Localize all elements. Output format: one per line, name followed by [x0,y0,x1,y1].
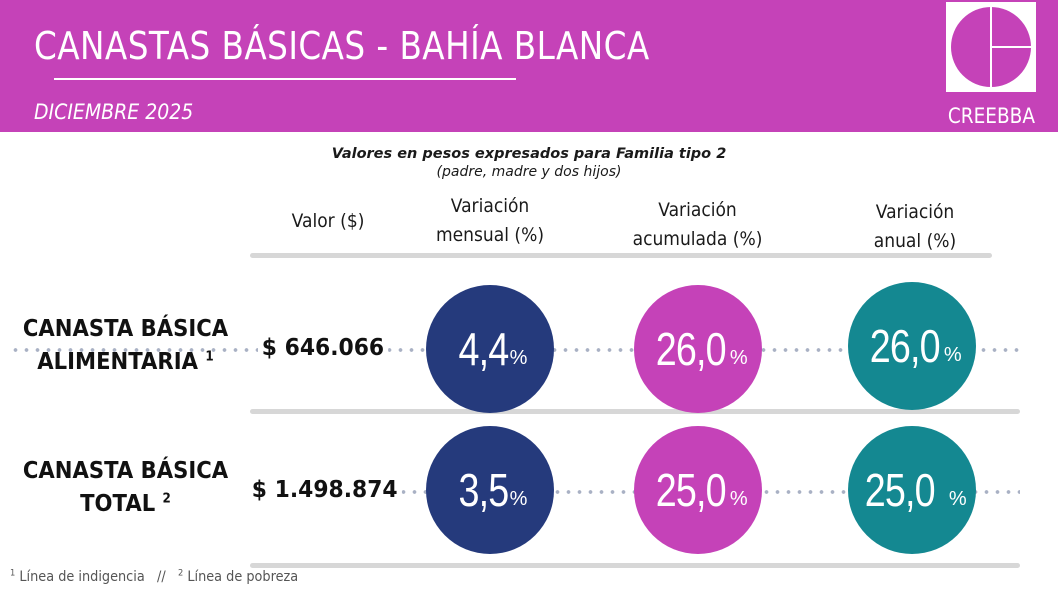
column-header-value: Valor ($) [274,207,382,236]
column-header-value-text: Valor ($) [291,210,365,232]
column-header-annual: Variación anual (%) [839,198,992,256]
value-alimentaria: $ 646.066 [258,335,388,361]
percent-sign: % [729,487,748,510]
footnote-mark-2: 2 [177,568,184,579]
row-label-total-line2-wrap: TOTAL 2 [17,488,233,521]
row-label-alimentaria: CANASTA BÁSICA ALIMENTARIA 1 [17,313,233,379]
row-label-alimentaria-line2-wrap: ALIMENTARIA 1 [17,346,233,379]
cumulative-value: 25,0 [656,464,727,516]
annual-value: 26,0 [870,320,941,372]
bottom-divider [250,563,1020,568]
percent-sign: % [509,346,528,369]
badge-cumulative-alimentaria: 26,0% [634,285,762,413]
column-header-cumulative-line2: acumulada (%) [632,228,763,250]
column-header-monthly-line1: Variación [450,195,530,217]
monthly-value: 4,4 [458,323,509,375]
annual-value: 25,0 [865,464,936,516]
percent-sign: % [948,487,967,510]
period-label: DICIEMBRE 2025 [34,100,194,124]
footnote-mark: 2 [162,491,171,507]
family-note: Valores en pesos expresados para Familia… [331,146,727,162]
title-underline [54,78,516,80]
percent-sign: % [729,346,748,369]
value-total: $ 1.498.874 [248,477,402,503]
percent-sign: % [509,487,528,510]
footnote-text-1: Línea de indigencia [19,569,145,585]
row-divider [250,409,1020,414]
header-divider [250,253,992,258]
logo-text: CREEBBA [947,104,1035,128]
footnotes: 1 Línea de indigencia // 2 Línea de pobr… [10,569,298,585]
family-note-detail: (padre, madre y dos hijos) [436,164,622,180]
badge-annual-total: 25,0% [848,426,976,554]
badge-annual-alimentaria: 26,0% [848,282,976,410]
monthly-value: 3,5 [458,464,509,516]
column-header-monthly: Variación mensual (%) [418,192,562,250]
column-header-monthly-line2: mensual (%) [435,224,545,246]
cumulative-value: 26,0 [656,323,727,375]
footnote-separator: // [156,569,166,585]
badge-cumulative-total: 25,0% [634,426,762,554]
page-title: CANASTAS BÁSICAS - BAHÍA BLANCA [34,24,650,68]
badge-monthly-total: 3,5% [426,426,554,554]
column-header-cumulative-line1: Variación [658,199,737,221]
footnote-mark: 1 [205,349,214,365]
header-banner: CANASTAS BÁSICAS - BAHÍA BLANCA DICIEMBR… [0,0,1058,132]
row-label-total-line2: TOTAL [80,491,156,517]
row-label-total: CANASTA BÁSICA TOTAL 2 [17,455,233,521]
column-header-cumulative: Variación acumulada (%) [614,196,781,254]
column-header-annual-line2: anual (%) [873,230,957,252]
footnote-mark-1: 1 [10,568,16,579]
row-label-alimentaria-line1: CANASTA BÁSICA [22,316,229,342]
footnote-text-2: Línea de pobreza [187,569,299,585]
row-label-total-line1: CANASTA BÁSICA [22,458,229,484]
logo-mark-icon [951,2,1036,92]
percent-sign: % [943,343,962,366]
badge-monthly-alimentaria: 4,4% [426,285,554,413]
column-header-annual-line1: Variación [875,201,955,223]
creebba-logo [946,2,1036,92]
row-label-alimentaria-line2: ALIMENTARIA [37,349,198,375]
